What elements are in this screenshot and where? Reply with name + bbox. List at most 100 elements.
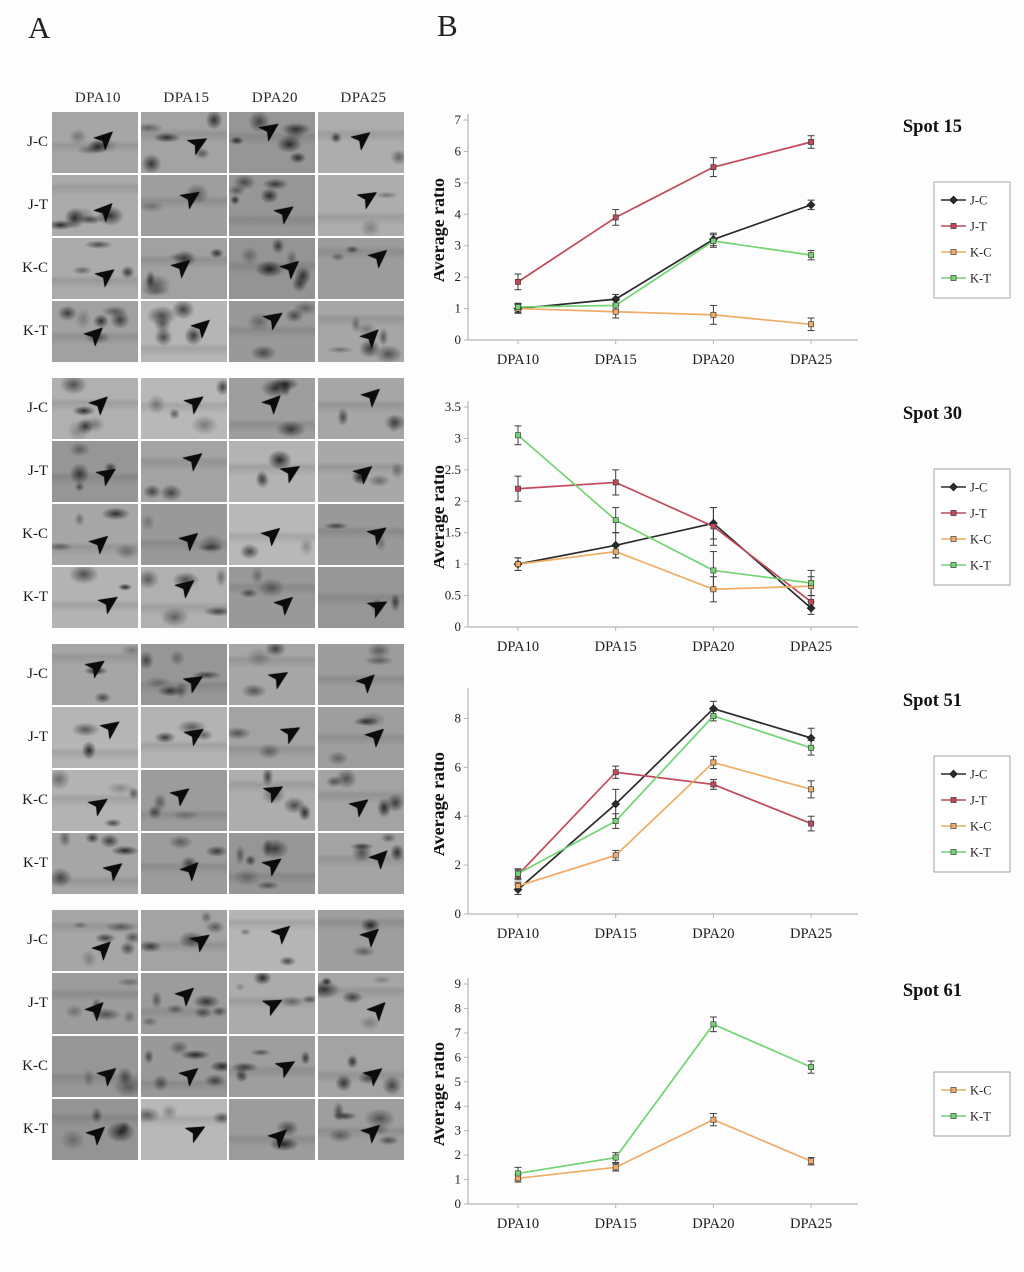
svg-text:2: 2 [455,269,462,284]
panel-b-label: B [437,8,458,43]
gel-image: ➤ [52,910,138,971]
svg-text:K-C: K-C [970,533,992,547]
gel-image: ➤ [52,1099,138,1160]
svg-text:DPA10: DPA10 [497,352,539,368]
svg-text:4: 4 [455,1098,462,1113]
gel-row-label: K-C [22,260,48,276]
svg-text:6: 6 [455,143,462,158]
gel-row: J-C ➤ ➤ ➤ ➤ [0,378,406,439]
line-chart-spot-30: 0 0.5 1 1.5 2 2.5 3 3.5 DPA10 DPA15 DPA20 DPA25 Aver… [434,399,1011,655]
gel-image: ➤ [317,504,404,565]
gel-row: K-C ➤ ➤ ➤ ➤ [0,504,406,565]
gel-row-label: J-T [28,197,48,213]
svg-text:Average ratio: Average ratio [434,752,448,856]
svg-text:2: 2 [455,1147,462,1162]
svg-text:DPA10: DPA10 [497,926,539,942]
svg-text:3: 3 [455,1123,462,1138]
gel-row-label: J-T [28,463,48,479]
gel-image: ➤ [52,112,138,173]
gel-row: K-T ➤ ➤ ➤ ➤ [0,567,406,628]
gel-row-label: J-T [28,995,48,1011]
gel-image: ➤ [229,238,315,299]
svg-text:J-C: J-C [970,768,987,782]
gel-row-label: K-C [22,792,48,808]
gel-image: ➤ [317,973,404,1034]
gel-image: ➤ [229,770,315,831]
gel-row: K-C ➤ ➤ ➤ ➤ [0,770,406,831]
gel-image: ➤ [140,238,227,299]
gel-image: ➤ [317,770,404,831]
svg-text:5: 5 [455,175,462,190]
svg-text:DPA15: DPA15 [595,926,637,942]
svg-text:9: 9 [455,976,462,991]
svg-text:DPA20: DPA20 [692,1216,734,1232]
gel-column-headers: DPA10 DPA15 DPA20 DPA25 [55,90,409,107]
gel-image: ➤ [317,707,404,768]
gel-image: ➤ [140,1099,227,1160]
gel-column-header: DPA15 [163,90,210,106]
gel-image: ➤ [229,112,315,173]
svg-text:1: 1 [455,556,462,571]
gel-column-header: DPA10 [74,90,122,106]
gel-image: ➤ [317,441,404,502]
svg-text:DPA20: DPA20 [692,926,734,942]
svg-text:Spot 30: Spot 30 [903,404,962,424]
chart-legend: J-C J-T K-C K-T [933,181,1011,299]
gel-image: ➤ [140,833,227,894]
gel-group: J-C ➤ ➤ ➤ ➤ J-T ➤ ➤ ➤ ➤ K-C ➤ ➤ ➤ ➤ K-T ➤ ➤ ➤ ➤ [0,112,406,362]
chart-legend: J-C J-T K-C K-T [933,468,1011,586]
svg-text:1: 1 [455,301,462,316]
gel-image: ➤ [317,1099,404,1160]
svg-text:DPA25: DPA25 [790,352,832,368]
gel-image: ➤ [229,175,315,236]
svg-text:2: 2 [455,857,462,872]
gel-row-label: K-C [22,1058,48,1074]
gel-image: ➤ [140,378,227,439]
svg-text:DPA15: DPA15 [595,1216,637,1232]
svg-text:Spot 15: Spot 15 [903,117,962,137]
gel-image: ➤ [140,301,227,362]
gel-image: ➤ [317,567,404,628]
gel-row: K-C ➤ ➤ ➤ ➤ [0,1036,406,1097]
svg-text:0: 0 [455,1196,462,1211]
gel-image: ➤ [229,1036,315,1097]
gel-image: ➤ [229,301,315,362]
gel-column-header: DPA25 [340,90,387,106]
line-chart-spot-15: 0 1 2 3 4 5 6 7 DPA10 DPA15 DPA20 DPA25 Average rati… [434,112,1011,368]
svg-text:J-T: J-T [970,507,987,521]
svg-text:DPA10: DPA10 [497,1216,539,1232]
gel-image: ➤ [140,112,227,173]
gel-row-label: J-C [27,400,48,416]
gel-image: ➤ [140,973,227,1034]
gel-row: K-T ➤ ➤ ➤ ➤ [0,1099,406,1160]
gel-column-header: DPA20 [251,90,299,106]
svg-text:DPA25: DPA25 [790,926,832,942]
svg-text:3: 3 [455,238,462,253]
gel-image: ➤ [140,707,227,768]
svg-text:Spot 51: Spot 51 [903,691,962,711]
svg-text:8: 8 [455,1000,462,1015]
svg-text:2.5: 2.5 [445,462,461,477]
gel-row: J-T ➤ ➤ ➤ ➤ [0,175,406,236]
svg-text:Average ratio: Average ratio [434,1042,448,1146]
gel-row: J-T ➤ ➤ ➤ ➤ [0,707,406,768]
gel-image: ➤ [317,301,404,362]
gel-row-label: K-T [23,589,48,605]
svg-text:J-T: J-T [970,220,987,234]
gel-row-label: J-C [27,134,48,150]
gel-image: ➤ [317,833,404,894]
gel-row-label: K-T [23,1121,48,1137]
gel-image: ➤ [52,833,138,894]
svg-text:7: 7 [455,112,462,127]
gel-image: ➤ [52,175,138,236]
gel-image: ➤ [52,301,138,362]
gel-row: J-T ➤ ➤ ➤ ➤ [0,973,406,1034]
svg-text:DPA15: DPA15 [595,639,637,655]
svg-text:Spot 61: Spot 61 [903,981,962,1001]
gel-image: ➤ [229,833,315,894]
svg-text:6: 6 [455,1049,462,1064]
line-chart-spot-61: 0 1 2 3 4 5 6 7 8 9 DPA10 DPA15 DPA20 DPA25 Average ra… [434,976,1011,1232]
gel-row: K-T ➤ ➤ ➤ ➤ [0,301,406,362]
svg-text:J-T: J-T [970,794,987,808]
svg-text:2: 2 [455,493,462,508]
